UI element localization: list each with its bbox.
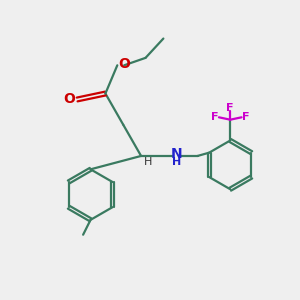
Text: H: H	[143, 158, 152, 167]
Text: F: F	[211, 112, 218, 122]
Text: H: H	[172, 158, 182, 167]
Text: O: O	[118, 57, 130, 71]
Text: F: F	[226, 103, 234, 113]
Text: F: F	[242, 112, 250, 122]
Text: N: N	[171, 148, 183, 161]
Text: O: O	[63, 92, 75, 106]
